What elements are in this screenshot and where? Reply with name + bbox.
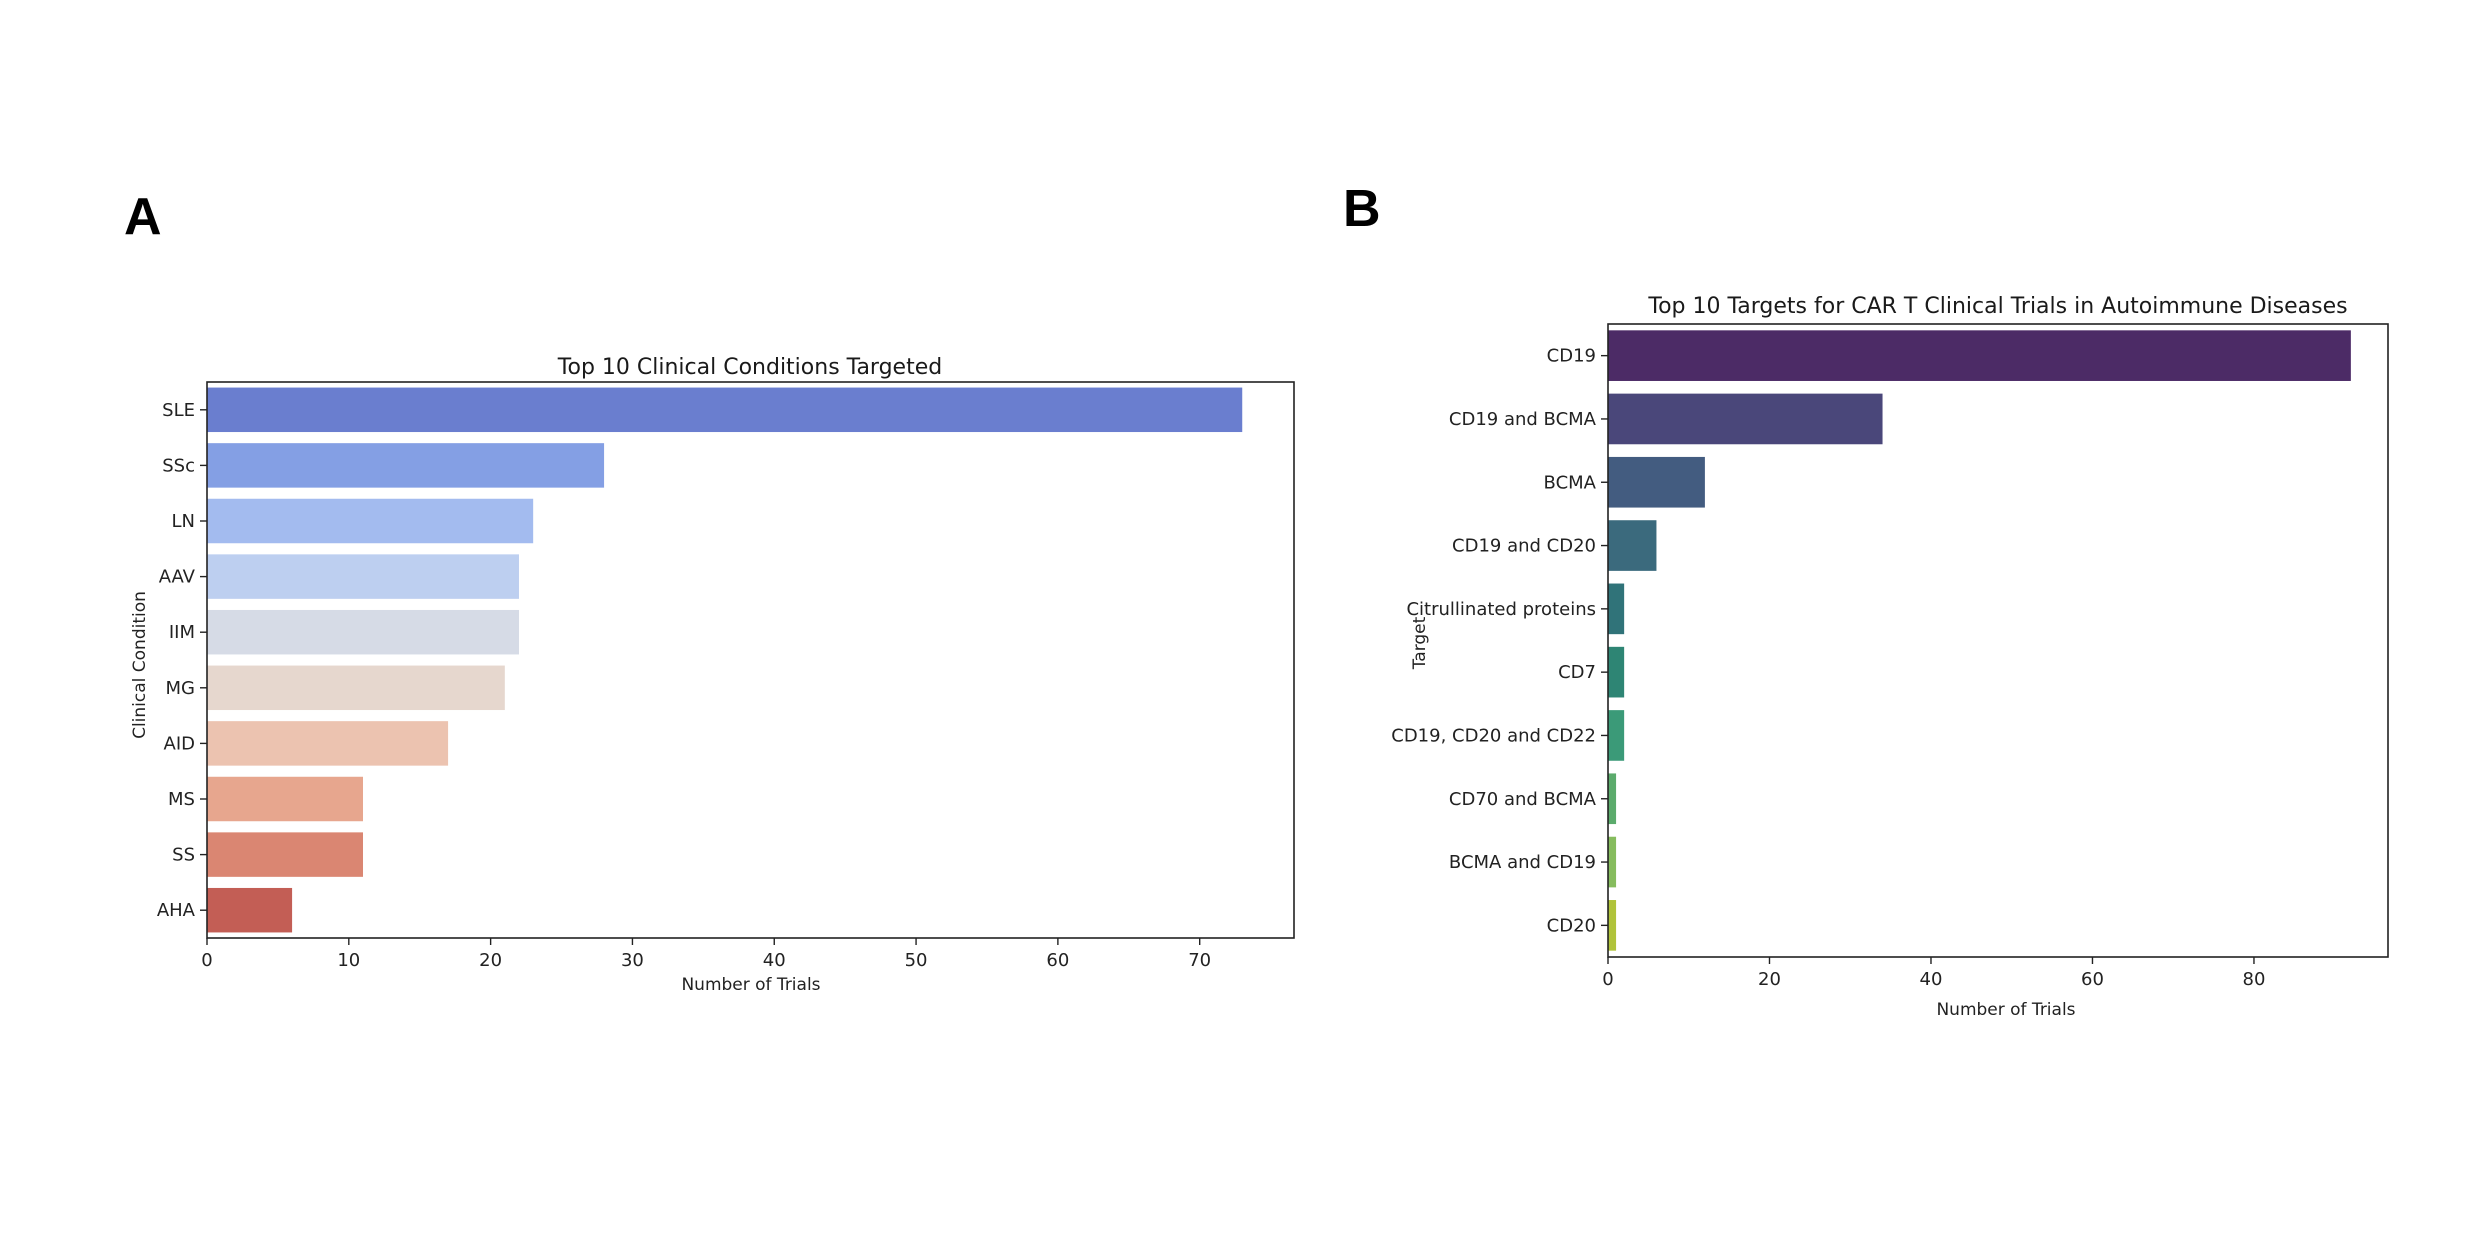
y-tick-label: CD20 [1547,915,1596,936]
y-tick-label: CD19 [1547,346,1596,367]
y-tick-label: IIM [169,622,195,643]
bar-ssc [207,443,605,488]
x-tick-label: 40 [1920,969,1943,990]
chart-a-x-ticks: 0 10 20 30 40 50 60 70 [201,938,1211,971]
x-tick-label: 20 [479,950,502,971]
chart-b-y-axis-label: Target [1410,616,1430,670]
y-tick-label: CD19 and CD20 [1452,536,1596,557]
chart-a-y-axis-label: Clinical Condition [130,591,150,739]
bar-aha [207,887,293,933]
x-tick-label: 60 [1046,950,1069,971]
x-tick-label: 20 [1758,969,1781,990]
bar-mg [207,665,505,711]
x-tick-label: 30 [621,950,644,971]
x-tick-label: 70 [1188,950,1211,971]
chart-b-x-axis-label: Number of Trials [1936,1000,2075,1020]
bar-ms [207,776,363,822]
bar-aav [207,554,519,599]
y-tick-label: BCMA and CD19 [1449,852,1596,873]
panel-b: B Top 10 Targets for CAR T Clinical Tria… [1343,180,2389,1020]
chart-b-y-ticks: CD19 CD19 and BCMA BCMA CD19 and CD20 Citrul… [1391,346,1608,936]
x-tick-label: 80 [2243,969,2266,990]
bar-cd7 [1608,646,1625,698]
bar-sle [207,387,1243,433]
panel-a: A Top 10 Clinical Conditions Targeted SL… [124,188,1295,995]
y-tick-label: AHA [157,900,196,921]
bar-cd20 [1608,900,1617,951]
panel-letter-b: B [1343,180,1381,238]
bar-cd19-and-bcma [1608,393,1883,445]
y-tick-label: SS [172,845,195,866]
bar-ss [207,832,363,877]
x-tick-label: 40 [763,950,786,971]
y-tick-label: CD70 and BCMA [1449,789,1597,810]
y-tick-label: MS [168,789,195,810]
bar-iim [207,609,519,655]
chart-b-x-ticks: 0 20 40 60 80 [1602,957,2265,990]
chart-a-axes-frame [206,381,1295,939]
panel-letter-a: A [124,188,162,246]
x-tick-label: 0 [1602,969,1613,990]
y-tick-label: SLE [162,400,195,421]
y-tick-label: BCMA [1544,472,1597,493]
bar-cd19-and-cd20 [1608,520,1657,571]
x-tick-label: 10 [337,950,360,971]
bar-cd70-and-bcma [1608,773,1617,825]
bar-bcma-and-cd19 [1608,836,1617,888]
bar-cd19-cd20-and-cd22 [1608,710,1625,761]
chart-b-title: Top 10 Targets for CAR T Clinical Trials… [1647,294,2347,319]
bar-ln [207,498,534,544]
y-tick-label: CD7 [1558,662,1596,683]
y-tick-label: Citrullinated proteins [1406,599,1596,620]
y-tick-label: CD19, CD20 and CD22 [1391,725,1596,746]
x-tick-label: 50 [905,950,928,971]
chart-a-bars [207,387,1243,933]
x-tick-label: 0 [201,950,212,971]
chart-a-title: Top 10 Clinical Conditions Targeted [557,355,942,380]
chart-b-axes-frame [1607,323,2389,958]
x-tick-label: 60 [2081,969,2104,990]
bar-aid [207,721,449,766]
bar-bcma [1608,456,1705,508]
y-tick-label: CD19 and BCMA [1449,409,1597,430]
y-tick-label: LN [172,511,196,532]
bar-cd19 [1608,330,2351,381]
y-tick-label: AAV [159,567,196,588]
y-tick-label: AID [164,733,195,754]
y-tick-label: MG [166,678,195,699]
chart-a-x-axis-label: Number of Trials [681,975,820,995]
chart-a-y-ticks: SLE SSc LN AAV IIM MG AID MS SS AHA [157,400,207,921]
y-tick-label: SSc [162,455,195,476]
bar-citrullinated-proteins [1608,583,1625,635]
chart-b-bars [1608,330,2351,951]
